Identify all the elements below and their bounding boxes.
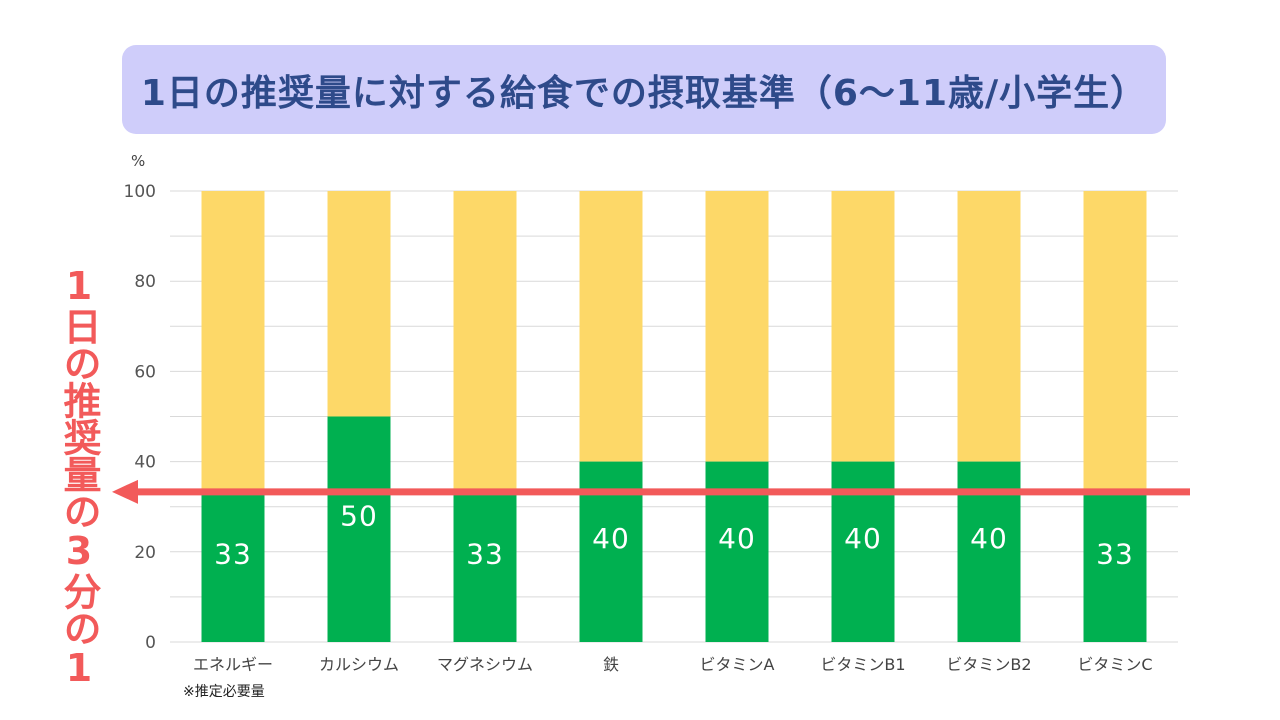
chart-title: 1日の推奨量に対する給食での摂取基準（6～11歳/小学生） xyxy=(140,72,1148,114)
bar-value xyxy=(1083,493,1147,642)
x-category-label: ビタミンC xyxy=(1077,655,1152,674)
x-category-label: ビタミンB1 xyxy=(820,655,905,674)
data-label: 50 xyxy=(340,499,378,532)
data-label: 40 xyxy=(970,522,1008,555)
data-label: 33 xyxy=(214,538,252,571)
data-label: 40 xyxy=(844,522,882,555)
bar-remainder xyxy=(579,191,643,462)
y-tick-label: 80 xyxy=(134,272,156,292)
x-category-label: ビタミンB2 xyxy=(946,655,1031,674)
y-tick-label: 60 xyxy=(134,362,156,382)
reference-arrow-head xyxy=(112,479,138,504)
bar-remainder xyxy=(957,191,1021,462)
bar-remainder xyxy=(201,191,265,494)
bar-remainder xyxy=(705,191,769,462)
y-tick-label: 0 xyxy=(145,633,156,653)
data-label: 40 xyxy=(718,522,756,555)
y-axis-unit: % xyxy=(131,152,146,170)
reference-annotation: 1日の推奨量の3分の1 xyxy=(57,264,101,689)
x-category-label: ビタミンA xyxy=(700,655,775,674)
bar-remainder xyxy=(453,191,517,494)
data-label: 40 xyxy=(592,522,630,555)
footnote: ※推定必要量 xyxy=(183,684,265,700)
data-label: 33 xyxy=(466,538,504,571)
x-category-label: マグネシウム xyxy=(437,655,533,674)
bar-remainder xyxy=(327,191,391,417)
x-category-label: エネルギー xyxy=(193,655,273,674)
y-tick-label: 20 xyxy=(134,543,156,563)
title-banner: 1日の推奨量に対する給食での摂取基準（6～11歳/小学生） xyxy=(122,45,1166,134)
bar-value xyxy=(201,493,265,642)
y-tick-label: 40 xyxy=(134,453,156,473)
bar-remainder xyxy=(831,191,895,462)
bar-value xyxy=(327,416,391,642)
bar-remainder xyxy=(1083,191,1147,494)
x-category-label: 鉄 xyxy=(603,655,619,674)
y-tick-label: 100 xyxy=(124,182,156,202)
data-label: 33 xyxy=(1096,538,1134,571)
x-category-label: カルシウム xyxy=(319,655,399,674)
bar-value xyxy=(453,493,517,642)
